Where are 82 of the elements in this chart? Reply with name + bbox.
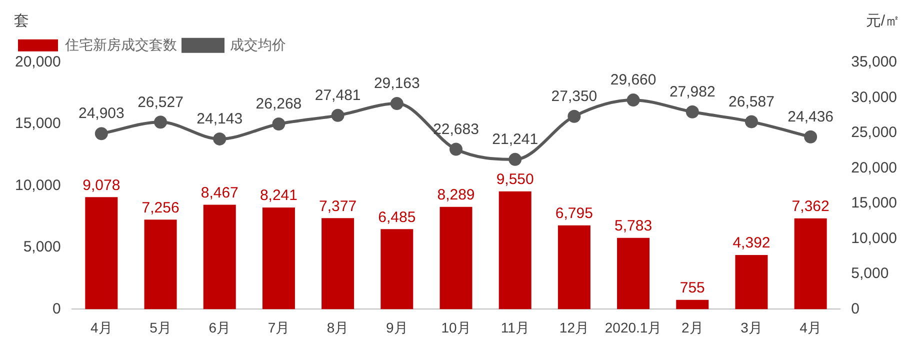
data-label: 24,143 — [196, 110, 243, 128]
data-label: 27,350 — [551, 88, 598, 105]
bar — [144, 220, 177, 310]
data-label: 755 — [680, 280, 705, 297]
data-label: 27,982 — [669, 84, 716, 101]
y-tick-label: 20,000 — [14, 54, 61, 71]
data-label: 8,467 — [200, 184, 238, 202]
x-tick-label: 7月 — [268, 319, 290, 336]
y-tick-label: 10,000 — [14, 176, 61, 194]
x-tick-label: 6月 — [208, 319, 231, 336]
point — [272, 117, 286, 130]
data-label: 4,392 — [732, 234, 770, 252]
bar — [498, 191, 532, 310]
y-tick-label: 0 — [52, 300, 61, 318]
point — [744, 115, 758, 128]
x-tick-label: 2020.1月 — [604, 319, 662, 336]
y-tick-label: 15,000 — [14, 115, 61, 132]
data-label: 6,485 — [378, 208, 416, 226]
point — [331, 108, 344, 122]
bar — [322, 218, 354, 310]
bar — [85, 197, 118, 310]
point — [568, 110, 581, 123]
data-label: 24,903 — [78, 105, 124, 122]
point — [450, 142, 462, 156]
point — [213, 132, 226, 146]
bar — [262, 208, 295, 310]
data-label: 22,683 — [433, 120, 479, 138]
y2-tick-label: 25,000 — [851, 124, 898, 142]
bar — [735, 255, 768, 310]
y-axis-title: 套 — [14, 12, 29, 30]
data-label: 6,795 — [555, 204, 593, 222]
data-label: 26,268 — [256, 96, 302, 113]
data-label: 5,783 — [614, 217, 652, 234]
point — [154, 116, 168, 129]
data-label: 21,241 — [492, 131, 538, 148]
data-label: 7,362 — [792, 198, 830, 215]
data-label: 24,436 — [788, 108, 834, 126]
y2-tick-label: 5,000 — [851, 265, 889, 282]
point — [626, 94, 640, 107]
data-label: 8,241 — [260, 187, 298, 204]
data-label: 29,660 — [610, 72, 656, 89]
point — [390, 97, 404, 110]
data-label: 26,527 — [138, 94, 184, 111]
bar — [558, 225, 590, 310]
x-tick-label: 3月 — [740, 319, 762, 336]
point — [94, 127, 108, 140]
data-label: 8,289 — [437, 186, 475, 204]
bar — [676, 300, 709, 310]
x-tick-label: 4月 — [800, 319, 822, 336]
x-tick-label: 2月 — [681, 319, 704, 336]
y2-axis-title: 元/㎡ — [866, 12, 900, 30]
y2-tick-label: 35,000 — [851, 54, 898, 71]
x-tick-label: 11月 — [500, 319, 530, 336]
y2-tick-label: 15,000 — [851, 194, 898, 212]
bar — [203, 204, 236, 310]
x-tick-label: 10月 — [441, 319, 471, 336]
bar — [794, 218, 827, 310]
y-tick-label: 5,000 — [23, 238, 61, 256]
bar — [380, 229, 414, 310]
y2-tick-label: 30,000 — [851, 88, 898, 106]
x-tick-label: 5月 — [150, 319, 172, 336]
data-label: 27,481 — [314, 87, 361, 104]
data-label: 29,163 — [374, 75, 420, 92]
x-tick-label: 8月 — [326, 319, 349, 336]
bar — [440, 206, 472, 310]
x-tick-label: 9月 — [386, 319, 408, 336]
x-tick-label: 12月 — [559, 319, 589, 336]
point — [686, 105, 699, 118]
x-tick-label: 4月 — [90, 319, 112, 336]
bar — [617, 238, 650, 310]
data-label: 7,256 — [142, 199, 180, 216]
y2-tick-label: 20,000 — [851, 159, 898, 176]
legend-label: 成交均价 — [230, 36, 286, 52]
legend-label: 住宅新房成交套数 — [64, 36, 177, 52]
point — [508, 152, 522, 166]
y2-tick-label: 10,000 — [851, 230, 898, 247]
point — [804, 130, 818, 144]
data-label: 26,587 — [728, 93, 774, 110]
data-label: 7,377 — [319, 198, 357, 215]
y2-tick-label: 0 — [851, 300, 860, 318]
data-label: 9,078 — [82, 176, 120, 194]
data-label: 9,550 — [496, 170, 534, 188]
